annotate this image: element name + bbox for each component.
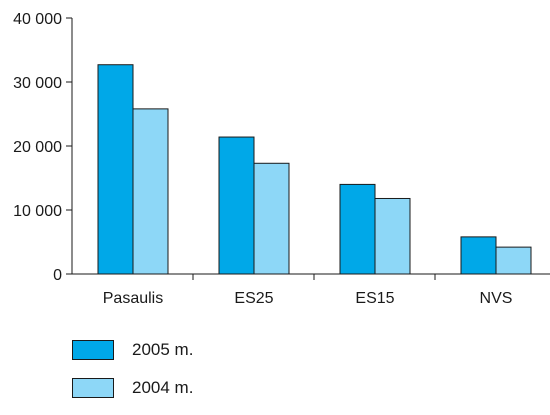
y-tick-label: 30 000 [13, 75, 62, 92]
bar-es15-2005 [339, 183, 376, 275]
legend-label-2005: 2005 m. [132, 340, 194, 359]
bar-pasaulis-2004 [132, 108, 169, 275]
legend-item-2004: 2004 m. [72, 377, 193, 399]
y-tick-label: 40 000 [13, 11, 62, 28]
bar-pasaulis-2005 [97, 64, 134, 275]
x-tick-label: ES15 [355, 290, 394, 307]
y-tick-label: 10 000 [13, 203, 62, 220]
legend-item-2005: 2005 m. [72, 339, 193, 361]
bar-es25-2005 [218, 136, 255, 275]
bar-es25-2004 [253, 162, 290, 275]
legend: 2005 m. 2004 m. [72, 339, 193, 415]
bar-chart: 0 10 000 20 000 30 000 40 000 Pasaulis ES25 ES1… [13, 11, 550, 307]
y-tick-label: 20 000 [13, 139, 62, 156]
legend-swatch-2005 [72, 340, 114, 360]
x-tick-label: NVS [480, 290, 513, 307]
legend-label-2004: 2004 m. [132, 378, 194, 397]
legend-swatch-2004 [72, 378, 114, 398]
bar-es15-2004 [374, 197, 411, 275]
x-tick-label: ES25 [234, 290, 273, 307]
y-tick-label: 0 [53, 267, 62, 284]
x-tick-label: Pasaulis [103, 290, 163, 307]
bar-nvs-2004 [495, 246, 532, 275]
bar-nvs-2005 [460, 236, 497, 275]
